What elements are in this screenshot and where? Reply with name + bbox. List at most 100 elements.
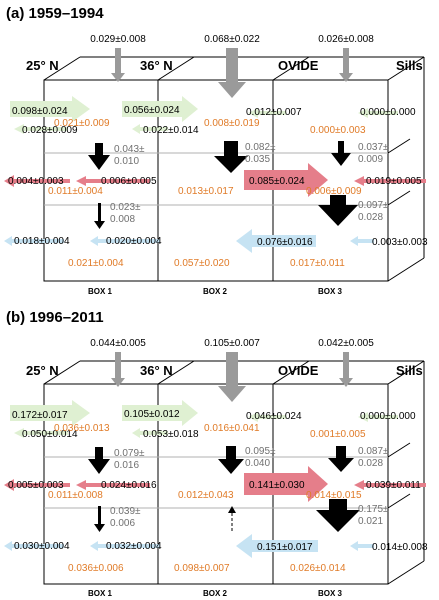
panel-b-box3-right-arrow-l2: [354, 480, 426, 490]
panel-a-box3-down23-text-line-2: 0.028: [358, 212, 383, 223]
panel-b-box2-layer3-internal: 0.098±0.007: [174, 563, 230, 574]
panel-b-box3-layer1-right: 0.000±0.000: [360, 411, 416, 422]
panel-a-top-input-2: 0.068±0.022: [204, 34, 260, 45]
panel-b-box3-down23-text: 0.175±: [358, 504, 389, 515]
panel-a-top-input-3: 0.026±0.008: [318, 34, 374, 45]
panel-a-box2-layer1-internal: 0.008±0.019: [204, 118, 260, 129]
panel-b-box1-inflow-value: 0.172±0.017: [12, 410, 68, 421]
panel-a-box3-layer2-left: 0.085±0.024: [249, 176, 305, 187]
panel-a-box3-eastward-arrow-l2: [244, 163, 328, 197]
panel-a-box1-outflow-value: 0.028±0.009: [22, 125, 78, 136]
panel-a-label-ovide: OVIDE: [278, 58, 319, 73]
panel-b-box2-down12-text-line-2: 0.040: [245, 458, 270, 469]
panel-a-top-edge-4: [387, 56, 425, 81]
panel-a-box3-layer1-right: 0.000±0.000: [360, 107, 416, 118]
panel-b-box2-outflow-arrow: [132, 428, 168, 438]
panel-b-top-edge-4: [387, 360, 425, 385]
panel-a-box2-down12-text-line-2: 0.035: [245, 154, 270, 165]
panel-a-box3-down12-text-line-2: 0.009: [358, 154, 383, 165]
panel-a-box1-down23-text-line-2: 0.008: [110, 214, 135, 225]
panel-b-box3-westward-arrow-l3: [236, 534, 318, 558]
panel-a-title: (a) 1959–1994: [6, 5, 104, 22]
panel-b-box2-down12-text: 0.095±: [245, 446, 276, 457]
panel-a-box1-layer2-internal: 0.011±0.004: [48, 186, 103, 197]
panel-a-box3-down23-value: 0.097± 0.028: [358, 200, 389, 223]
panel-a-box3-label: BOX 3: [318, 287, 343, 296]
panel-a-label-sills: Sills: [396, 58, 423, 73]
panel-a-box3-left-arrow-l1: [248, 108, 286, 118]
panel-b-box3-down23-text-line-2: 0.021: [358, 516, 383, 527]
panel-a-box3-layer2-right: 0.019±0.005: [366, 176, 422, 187]
panel-b-box1-layer2-left: 0.005±0.003: [8, 480, 64, 491]
panel-b-box3-right-arrow-l3: [350, 541, 374, 551]
panel-b-box1-down-arrow-12: [88, 447, 110, 474]
panel-b-box2-left-arrow-l3: [90, 541, 160, 551]
panel-b-box1-layer1-internal: 0.036±0.013: [54, 423, 110, 434]
panel-a-top-input-1: 0.029±0.008: [90, 34, 146, 45]
panel-a-box1-layer3-internal: 0.021±0.004: [68, 258, 124, 269]
panel-b-label-sills: Sills: [396, 363, 423, 378]
panel-b-box2-layer2-left: 0.024±0.016: [101, 480, 157, 491]
panel-a-box3-layer1-left: 0.012±0.007: [246, 107, 302, 118]
panel-b-down-arrow-top-3: [339, 352, 353, 387]
panel-b-box1-label: BOX 1: [88, 589, 113, 598]
panel-a-box3-layer3-left: 0.076±0.016: [257, 237, 313, 248]
panel-a-box1-down12-text-line-2: 0.010: [114, 156, 139, 167]
panel-b-top-input-3: 0.042±0.005: [318, 338, 374, 349]
panel-b-down-arrow-top-2: [218, 352, 246, 402]
panel-b-box1-down12-value: 0.079± 0.016: [114, 448, 145, 471]
panel-b-box3-layer2-right: 0.039±0.011: [366, 480, 421, 491]
panel-a-box3-down12-text: 0.037±: [358, 142, 389, 153]
panel-b-label-ovide: OVIDE: [278, 363, 319, 378]
panel-a-label-36n: 36° N: [140, 58, 173, 73]
panel-a-down-arrow-top-3: [339, 48, 353, 82]
panel-a-box3-westward-arrow-l3: [236, 229, 316, 253]
panel-b-box2-left-arrow-l2: [76, 480, 150, 490]
panel-a-top-edge-2: [157, 56, 195, 81]
panel-b-box1-left-arrow-l2: [4, 479, 70, 491]
panel-b-box3-layer3-left: 0.151±0.017: [257, 542, 313, 553]
panel-b-box2-layer1-internal: 0.016±0.041: [204, 423, 260, 434]
panel-a-box1-down-arrow-23: [94, 203, 105, 229]
panel-a-box2-left-arrow-l3: [90, 236, 160, 246]
panel-a-box2-layer3-internal: 0.057±0.020: [174, 258, 230, 269]
panel-b-box3-layer3-right: 0.014±0.008: [372, 542, 428, 553]
panel-b-box2-inflow-value: 0.105±0.012: [124, 409, 180, 420]
panel-a-box1-down23-text: 0.023±: [110, 202, 141, 213]
panel-b-label-36n: 36° N: [140, 363, 173, 378]
panel-a-box3-down-arrow-23: [318, 195, 358, 226]
panel-b-top-input-1: 0.044±0.005: [90, 338, 146, 349]
panel-a-box1-left-arrow-l2: [4, 175, 70, 187]
panel-a-top-edge-1: [43, 56, 81, 81]
panel-b-box3-layer2-internal: 0.014±0.015: [306, 490, 362, 501]
panel-b-box1-down23-text-line-2: 0.006: [110, 518, 135, 529]
panel-a-box1-label: BOX 1: [88, 287, 113, 296]
panel-a-box2-down12-value: 0.082± 0.035: [245, 142, 276, 165]
panel-a-box3-right-arrow-l1: [358, 108, 398, 118]
panel-b-box2-down12-value: 0.095± 0.040: [245, 446, 276, 469]
panel-b-box1-down12-text: 0.079±: [114, 448, 145, 459]
panel-a-level-tick-1: [387, 138, 411, 154]
panel-b-box2-layer2-internal: 0.012±0.043: [178, 490, 234, 501]
panel-b-box3-down12-text-line-2: 0.028: [358, 458, 383, 469]
panel-a-box1-inflow-value: 0.098±0.024: [12, 106, 68, 117]
panel-a-box3-down12-value: 0.037± 0.009: [358, 142, 389, 165]
panel-b-top-edge-3: [272, 360, 310, 385]
panel-a-box3-down23-text: 0.097±: [358, 200, 389, 211]
panel-b-box1-down-arrow-23: [94, 506, 105, 532]
panel-b-box3-layer2-left: 0.141±0.030: [249, 480, 305, 491]
panel-a-box2-layer2-left: 0.006±0.005: [101, 176, 157, 187]
panel-b-box3-right-arrow-l1: [358, 412, 398, 422]
panel-b-box2-dashed-up-arrowhead: [228, 506, 236, 513]
panel-b-box1-inflow-arrow: [10, 400, 90, 426]
panel-b-box3-down-arrow-23: [316, 499, 360, 532]
panel-a-box2-layer2-internal: 0.013±0.017: [178, 186, 234, 197]
panel-a: (a) 1959–1994 25° N 36° N OVIDE Sills 0.…: [4, 5, 428, 296]
panel-b-box1-layer3-left: 0.030±0.004: [14, 541, 70, 552]
panel-b-box3-down-arrow-12: [328, 446, 354, 472]
panel-b-down-arrow-top-1: [111, 352, 125, 387]
panel-b-box3-down23-value: 0.175± 0.021: [358, 504, 389, 527]
panel-b-box3-down12-text: 0.087±: [358, 446, 389, 457]
panel-a-level-tick-2: [387, 190, 411, 206]
